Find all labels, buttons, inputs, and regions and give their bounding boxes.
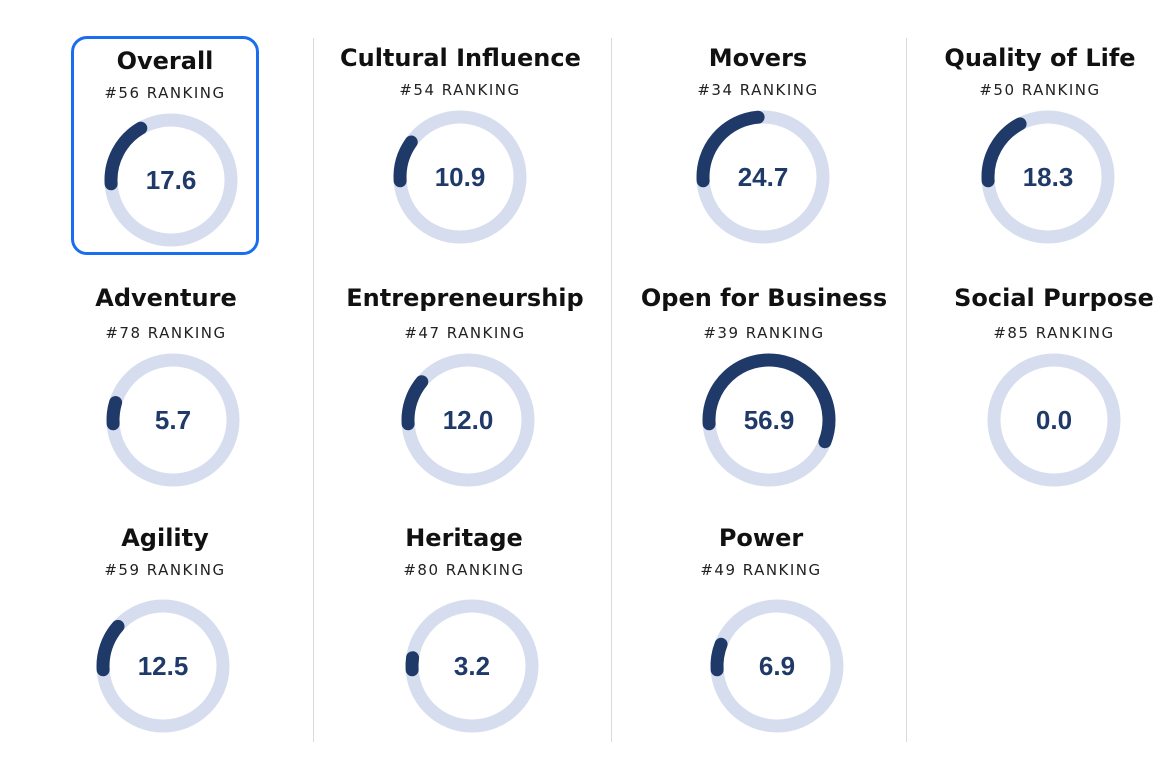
card-title: Heritage xyxy=(405,524,523,552)
score-value: 17.6 xyxy=(145,164,197,195)
gauge-track xyxy=(987,353,1121,487)
score-gauge: 24.7 xyxy=(695,109,831,245)
gauge-arc xyxy=(702,353,836,449)
card-title: Open for Business xyxy=(640,284,888,312)
score-value: 56.9 xyxy=(743,404,795,435)
gauge-ring xyxy=(981,110,1115,244)
ranking-label: #54 RANKING xyxy=(399,81,521,99)
score-value: 3.2 xyxy=(453,650,491,681)
gauge-ring xyxy=(987,353,1121,487)
ranking-label: #39 RANKING xyxy=(703,324,825,342)
score-card-cultural-influence[interactable]: Cultural Influence #54 RANKING 10.9 xyxy=(340,36,581,261)
card-title: Social Purpose xyxy=(954,284,1154,312)
score-card-open-for-business[interactable]: Open for Business #39 RANKING 56.9 xyxy=(639,276,889,501)
card-title: Movers xyxy=(708,44,808,72)
score-card-agility[interactable]: Agility #59 RANKING 12.5 xyxy=(55,515,275,740)
gauge-arc xyxy=(405,651,420,677)
gauge-arc xyxy=(104,121,148,191)
gauge-arc xyxy=(696,110,765,188)
column-divider xyxy=(906,38,907,742)
score-gauge: 10.9 xyxy=(392,109,528,245)
score-gauge: 12.0 xyxy=(400,352,536,488)
card-title: Power xyxy=(718,524,804,552)
card-title: Quality of Life xyxy=(944,44,1136,72)
score-value: 6.9 xyxy=(758,650,796,681)
gauge-arc xyxy=(393,135,418,188)
ranking-label: #59 RANKING xyxy=(104,561,226,579)
score-card-heritage[interactable]: Heritage #80 RANKING 3.2 xyxy=(354,515,574,740)
score-gauge: 12.5 xyxy=(95,598,231,734)
score-card-social-purpose[interactable]: Social Purpose #85 RANKING 0.0 xyxy=(944,276,1164,501)
score-gauge: 56.9 xyxy=(701,352,837,488)
score-card-power[interactable]: Power #49 RANKING 6.9 xyxy=(651,515,871,740)
score-value: 0.0 xyxy=(1035,404,1073,435)
score-gauge: 3.2 xyxy=(404,598,540,734)
gauge-arc xyxy=(401,375,429,431)
gauge-ring xyxy=(696,110,830,244)
gauge-ring xyxy=(702,353,836,487)
card-title: Entrepreneurship xyxy=(346,284,584,312)
ranking-label: #56 RANKING xyxy=(104,84,226,102)
gauge-arc xyxy=(96,619,125,677)
gauge-ring xyxy=(104,113,238,247)
score-card-movers[interactable]: Movers #34 RANKING 24.7 xyxy=(648,36,868,261)
card-title: Agility xyxy=(121,524,209,552)
card-title: Adventure xyxy=(95,284,237,312)
gauge-ring xyxy=(393,110,527,244)
score-card-overall[interactable]: Overall #56 RANKING 17.6 xyxy=(71,36,259,255)
ranking-label: #49 RANKING xyxy=(700,561,822,579)
ranking-label: #80 RANKING xyxy=(403,561,525,579)
score-card-entrepreneurship[interactable]: Entrepreneurship #47 RANKING 12.0 xyxy=(345,276,585,501)
gauge-ring xyxy=(106,353,240,487)
score-value: 18.3 xyxy=(1022,161,1074,192)
score-card-quality-of-life[interactable]: Quality of Life #50 RANKING 18.3 xyxy=(930,36,1150,261)
gauge-ring xyxy=(401,353,535,487)
score-value: 10.9 xyxy=(434,161,486,192)
gauge-ring xyxy=(405,599,539,733)
score-value: 12.5 xyxy=(137,650,189,681)
score-gauge: 5.7 xyxy=(105,352,241,488)
card-title: Cultural Influence xyxy=(340,44,581,72)
ranking-label: #85 RANKING xyxy=(993,324,1115,342)
column-divider xyxy=(611,38,612,742)
score-value: 24.7 xyxy=(737,161,789,192)
gauge-ring xyxy=(710,599,844,733)
ranking-label: #50 RANKING xyxy=(979,81,1101,99)
gauge-arc xyxy=(710,637,728,677)
gauge-arc xyxy=(106,396,123,431)
ranking-label: #47 RANKING xyxy=(404,324,526,342)
gauge-arc xyxy=(981,117,1027,188)
score-value: 12.0 xyxy=(442,404,494,435)
card-title: Overall xyxy=(116,47,214,75)
score-gauge: 0.0 xyxy=(986,352,1122,488)
score-gauge: 6.9 xyxy=(709,598,845,734)
column-divider xyxy=(313,38,314,742)
score-gauge: 18.3 xyxy=(980,109,1116,245)
ranking-label: #34 RANKING xyxy=(697,81,819,99)
ranking-label: #78 RANKING xyxy=(105,324,227,342)
score-gauge: 17.6 xyxy=(103,112,239,248)
gauge-ring xyxy=(96,599,230,733)
score-card-adventure[interactable]: Adventure #78 RANKING 5.7 xyxy=(56,276,276,501)
score-value: 5.7 xyxy=(154,404,192,435)
